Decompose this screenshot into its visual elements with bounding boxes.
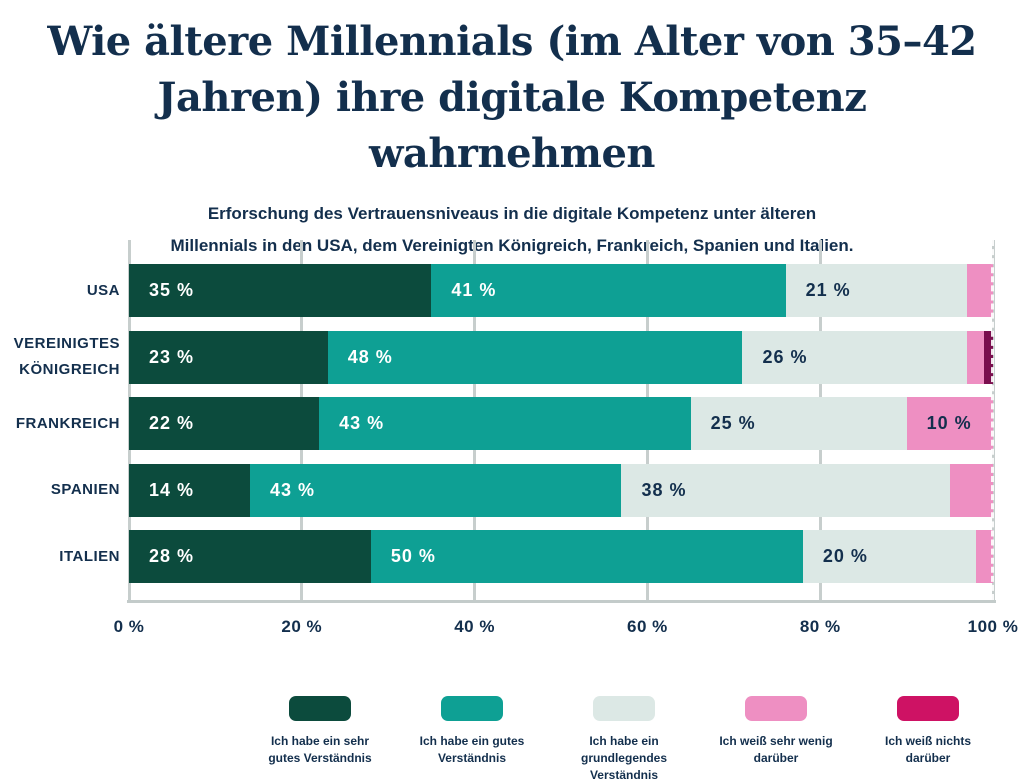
bar-segment: 22 % [129, 397, 320, 450]
bar-segment [949, 463, 993, 517]
gridline-100-dashed [991, 240, 994, 600]
bar-segment: 28 % [129, 530, 371, 583]
bar-value-label: 48 % [347, 346, 393, 367]
bar-segment [984, 330, 993, 384]
legend-item: Ich weiß sehr wenig darüber [700, 696, 852, 784]
bar-value-label: 26 % [762, 346, 808, 367]
legend-label: Ich habe ein gutes Verständnis [419, 734, 525, 765]
bar-row: 23 % 48 % 26 % [129, 330, 993, 384]
category-label: SPANIEN [50, 481, 120, 498]
legend-item: Ich weiß nichts darüber [852, 696, 1004, 784]
category-label: USA [86, 281, 120, 299]
x-tick-label: 20 % [281, 617, 323, 636]
bar-value-label: 43 % [269, 479, 315, 500]
bar-value-label: 23 % [149, 346, 195, 367]
bar-value-label: 50 % [390, 546, 436, 566]
bar-row: 35 % 41 % 21 % [129, 264, 993, 317]
bar-segment: 41 % [431, 264, 786, 317]
bar-segment [967, 264, 993, 317]
bar-value-label: 28 % [149, 546, 195, 566]
bar-row: 22 % 43 % 25 % 10 % [129, 397, 993, 450]
bar-segment: 43 % [249, 463, 622, 517]
category-label: FRANKREICH [15, 414, 120, 432]
bar-value-label: 22 % [149, 413, 195, 433]
bar-value-label: 43 % [339, 413, 385, 433]
bar-value-label: 38 % [641, 479, 687, 500]
x-tick-label: 60 % [627, 617, 668, 636]
plot-area: 35 % 41 % 21 % 23 % 48 % 26 % 22 % 43 % 25 % 10 %… [127, 240, 996, 603]
x-tick-label: 100 % [967, 617, 1019, 636]
legend-swatch [289, 696, 351, 721]
bar-segment: 25 % [690, 397, 907, 450]
bar-segment: 23 % [129, 330, 328, 384]
category-label: VEREINIGTES KÖNIGREICH [13, 335, 120, 378]
legend-label: Ich weiß sehr wenig darüber [719, 734, 833, 765]
bar-segment: 26 % [742, 330, 968, 384]
legend-swatch [593, 696, 655, 721]
bar-segment: 38 % [621, 463, 950, 517]
legend-item: Ich habe ein grundlegendes Verständnis [548, 696, 700, 784]
legend-swatch [897, 696, 959, 721]
legend-swatch [441, 696, 503, 721]
bar-row: 14 % 43 % 38 % [129, 463, 993, 517]
legend-label: Ich habe ein grundlegendes Verständnis [580, 734, 667, 782]
category-label: ITALIEN [59, 547, 120, 565]
x-axis-line [127, 600, 996, 603]
legend-item: Ich habe ein gutes Verständnis [396, 696, 548, 784]
bar-segment: 14 % [129, 463, 250, 517]
bar-segment: 48 % [327, 330, 743, 384]
bar-value-label: 10 % [926, 413, 972, 433]
x-tick-label: 0 % [113, 617, 145, 636]
bar-value-label: 25 % [710, 413, 756, 433]
bar-segment: 43 % [319, 397, 691, 450]
x-tick-label: 40 % [454, 617, 495, 636]
legend-item: Ich habe ein sehr gutes Verständnis [244, 696, 396, 784]
legend-swatch [745, 696, 807, 721]
legend-label: Ich weiß nichts darüber [884, 734, 971, 765]
bar-value-label: 20 % [822, 546, 868, 566]
page-title: Wie ältere Millennials (im Alter von 35–… [47, 18, 977, 177]
bar-segment: 10 % [906, 397, 993, 450]
x-tick-label: 80 % [799, 617, 841, 636]
bar-segment: 50 % [370, 530, 803, 583]
bar-value-label: 21 % [805, 280, 851, 300]
bar-value-label: 35 % [149, 280, 195, 300]
bar-segment [967, 330, 985, 384]
bar-value-label: 41 % [451, 280, 497, 300]
legend: Ich habe ein sehr gutes Verständnis Ich h… [244, 696, 1004, 784]
legend-label: Ich habe ein sehr gutes Verständnis [268, 734, 372, 765]
bar-segment: 35 % [129, 264, 432, 317]
page-subtitle: Erforschung des Vertrauensniveaus in die… [170, 204, 854, 255]
bar-value-label: 14 % [149, 479, 195, 500]
bar-row: 28 % 50 % 20 % [129, 530, 993, 583]
bar-segment [975, 530, 993, 583]
bar-segment: 21 % [785, 264, 968, 317]
bar-segment: 20 % [802, 530, 976, 583]
